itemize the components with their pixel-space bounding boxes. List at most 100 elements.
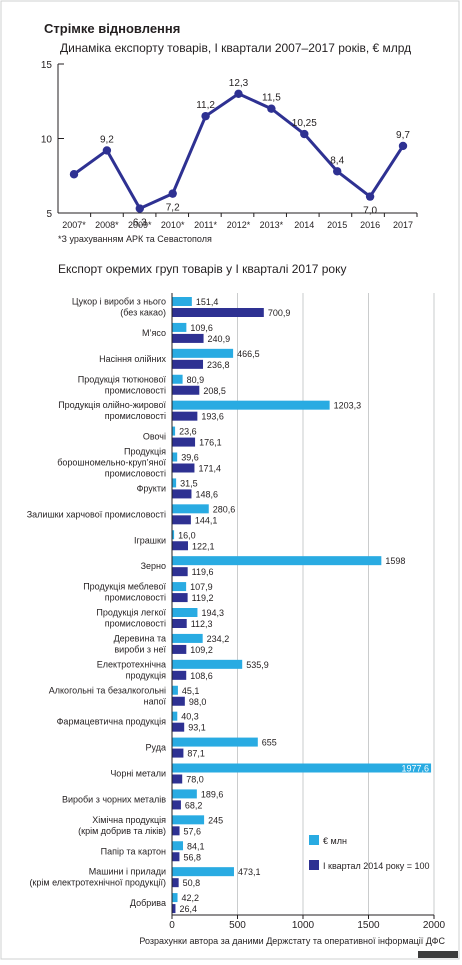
line-y-tick-label: 10 (41, 135, 53, 146)
line-x-axis: 2007* 2008* 2009* 2010* 2011* 2012* 2013* 2014 2… (58, 212, 418, 230)
bar-index-label: 112,3 (191, 619, 213, 629)
bar-grid (237, 293, 435, 915)
bar-eur-label: 42,2 (182, 893, 200, 903)
bar-index (172, 333, 204, 343)
bar-eur (172, 348, 234, 358)
bar-category-label: Продукція (124, 447, 166, 457)
bar-eur-label: 1598 (385, 556, 405, 566)
line-data-label: 7,2 (166, 203, 180, 214)
bar-index-label: 240,9 (208, 334, 231, 344)
bar-category-label: Іграшки (134, 535, 166, 545)
bar-category-label: Продукція тютюнової (78, 374, 167, 384)
bar-row: Продукціяборошномельно-круп’яноїпромисло… (57, 447, 221, 479)
bar-index-label: 108,6 (190, 671, 213, 681)
line-data-label: 9,7 (396, 130, 410, 141)
bar-index (172, 670, 187, 680)
line-chart-note: *З урахуванням АРК та Севастополя (58, 234, 212, 244)
legend-label-eur: € млн (323, 836, 347, 846)
line-data-label: 9,2 (100, 134, 114, 145)
bar-eur-label: 466,5 (237, 349, 260, 359)
bar-eur-label: 39,6 (181, 453, 199, 463)
line-chart: Динаміка експорту товарів, I квартали 20… (41, 41, 418, 244)
bar-index (172, 541, 188, 551)
line-chart-title: Динаміка експорту товарів, I квартали 20… (60, 41, 411, 55)
bar-eur (172, 608, 198, 617)
bar-category-label: Цукор і вироби з нього (72, 297, 166, 307)
bar-eur (172, 582, 187, 592)
line-x-tick-label: 2017 (393, 220, 413, 230)
bar-index (172, 411, 198, 421)
bar-eur (172, 478, 177, 488)
line-point (69, 170, 79, 179)
bar-row: Хімічна продукція(крім добрив та ліків) 2… (78, 815, 223, 837)
bar-category-label: (без какао) (120, 308, 166, 318)
line-data-label: 12,3 (229, 78, 249, 89)
bar-category-label: Електротехнічна (97, 659, 166, 669)
bar-eur (172, 530, 175, 540)
bar-eur (172, 374, 183, 384)
bar-category-label: Продукція меблевої (83, 582, 166, 592)
bar-row: Папір та картон 84,156,8 (101, 841, 205, 862)
bar-category-label: Добрива (130, 898, 166, 908)
line-point (398, 141, 408, 151)
line-point (365, 192, 375, 201)
bar-eur-label: 245 (208, 815, 223, 825)
bar-category-label: вироби з неї (114, 644, 166, 654)
bar-index (172, 644, 187, 654)
bar-eur-label: 16,0 (178, 530, 196, 540)
line-x-tick-label: 2013* (260, 220, 284, 230)
bar-category-label: Фрукти (137, 483, 166, 493)
bar-index-label: 109,2 (190, 645, 213, 655)
bar-eur-label: 194,3 (201, 608, 224, 618)
bar-index-label: 56,8 (183, 852, 201, 862)
bar-index (172, 878, 179, 888)
bar-eur (172, 867, 234, 877)
bar-eur (172, 426, 176, 436)
bar-legend: € млн I квартал 2014 року = 100 (309, 835, 430, 871)
bar-index-label: 171,4 (198, 464, 221, 474)
bar-index (172, 696, 185, 706)
bar-row: Чорні метали 1977,6 78,0 (110, 763, 432, 785)
bar-category-label: Продукція легкої (96, 608, 166, 618)
bar-index-label: 93,1 (188, 723, 206, 733)
bar-index (172, 359, 204, 369)
bar-category-label: промисловості (105, 385, 166, 395)
bar-category-label: промисловості (105, 593, 166, 603)
bar-eur (172, 556, 382, 566)
bar-category-label: Руда (146, 743, 166, 753)
line-data-label: 11,5 (262, 93, 281, 104)
bar-index-label: 87,1 (187, 749, 205, 759)
line-x-tick-label: 2015 (327, 220, 347, 230)
bar-row: Зерно 1598 119,6 (141, 556, 405, 577)
bar-index (172, 852, 180, 862)
bar-index-label: 57,6 (184, 826, 202, 836)
bar-category-label: продукція (126, 670, 167, 680)
line-x-tick-label: 2014 (294, 220, 314, 230)
bar-index (172, 515, 191, 525)
bar-eur-label: 40,3 (181, 712, 199, 722)
bar-index (172, 567, 188, 577)
bar-x-tick-label: 0 (169, 920, 175, 931)
bar-x-tick-label: 2000 (423, 920, 446, 931)
legend-label-index: I квартал 2014 року = 100 (323, 861, 430, 871)
bar-index (172, 748, 184, 758)
bar-eur (172, 763, 432, 773)
bar-eur-label: 107,9 (190, 582, 213, 592)
bar-category-label: Овочі (143, 432, 166, 442)
line-x-tick-label: 2010* (161, 220, 185, 230)
bar-category-label: (крім електротехнічної продукції) (29, 878, 166, 888)
bar-index-label: 176,1 (199, 438, 222, 448)
bar-index (172, 826, 180, 836)
bar-index (172, 437, 196, 447)
